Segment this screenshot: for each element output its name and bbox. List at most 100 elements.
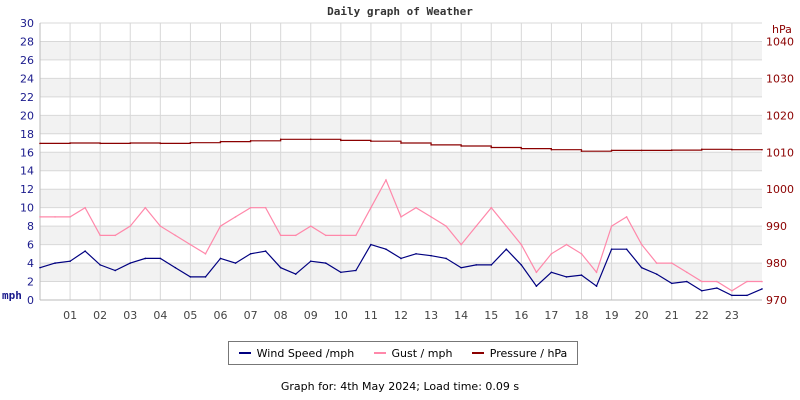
data-point-wind bbox=[580, 274, 583, 276]
data-point-gust bbox=[234, 216, 237, 218]
data-point-wind bbox=[520, 264, 523, 266]
data-point-gust bbox=[716, 280, 718, 283]
data-point-pressure bbox=[249, 140, 252, 142]
x-tick-label: 07 bbox=[244, 309, 258, 322]
chart-title: Daily graph of Weather bbox=[327, 5, 473, 18]
data-point-pressure bbox=[159, 142, 162, 145]
data-point-gust bbox=[114, 234, 117, 237]
data-point-gust bbox=[400, 216, 402, 218]
left-tick-label: 14 bbox=[20, 165, 34, 178]
right-tick-label: 1020 bbox=[766, 109, 794, 122]
data-point-gust bbox=[159, 225, 162, 227]
legend-label-gust: Gust / mph bbox=[391, 346, 453, 360]
data-point-wind bbox=[595, 285, 598, 287]
data-point-gust bbox=[370, 206, 372, 209]
data-point-gust bbox=[731, 289, 733, 292]
data-point-gust bbox=[520, 243, 523, 246]
data-point-pressure bbox=[580, 150, 583, 152]
data-point-wind bbox=[505, 248, 508, 251]
data-point-pressure bbox=[309, 138, 312, 141]
data-point-gust bbox=[189, 243, 192, 246]
data-point-wind bbox=[114, 269, 117, 272]
data-point-pressure bbox=[550, 148, 553, 151]
data-point-wind bbox=[294, 273, 297, 275]
data-point-gust bbox=[54, 216, 56, 218]
data-point-gust bbox=[39, 216, 41, 218]
data-point-pressure bbox=[460, 145, 462, 147]
data-point-pressure bbox=[400, 142, 402, 144]
data-point-gust bbox=[475, 225, 478, 227]
data-point-wind bbox=[54, 262, 56, 264]
data-point-wind bbox=[264, 250, 267, 252]
legend-label-wind: Wind Speed /mph bbox=[256, 346, 355, 360]
data-point-gust bbox=[294, 234, 297, 237]
right-tick-label: 1040 bbox=[766, 35, 794, 48]
data-point-pressure bbox=[69, 142, 71, 144]
data-point-wind bbox=[535, 285, 538, 287]
data-point-pressure bbox=[731, 148, 733, 151]
data-point-wind bbox=[701, 289, 703, 292]
data-point-wind bbox=[415, 253, 417, 255]
footer-text: Graph for: 4th May 2024; Load time: 0.09… bbox=[280, 380, 520, 393]
legend-item-gust: Gust / mph bbox=[373, 346, 453, 360]
legend-swatch-gust bbox=[373, 352, 386, 354]
data-point-gust bbox=[355, 234, 357, 237]
data-point-wind bbox=[355, 269, 357, 272]
data-point-wind bbox=[39, 266, 41, 269]
x-tick-label: 19 bbox=[605, 309, 619, 322]
data-point-gust bbox=[204, 253, 207, 255]
x-tick-label: 15 bbox=[484, 309, 498, 322]
data-point-wind bbox=[716, 287, 718, 289]
left-tick-label: 30 bbox=[20, 17, 34, 30]
data-point-pressure bbox=[39, 142, 41, 145]
left-tick-label: 8 bbox=[27, 220, 34, 233]
data-point-wind bbox=[490, 264, 493, 266]
data-point-wind bbox=[219, 257, 222, 260]
data-point-gust bbox=[129, 225, 132, 227]
data-point-gust bbox=[655, 262, 658, 264]
data-point-gust bbox=[490, 206, 493, 209]
left-tick-label: 20 bbox=[20, 109, 34, 122]
data-point-pressure bbox=[640, 149, 643, 152]
data-point-gust bbox=[415, 206, 417, 209]
data-point-pressure bbox=[430, 144, 432, 146]
legend-item-wind: Wind Speed /mph bbox=[238, 346, 355, 360]
data-point-wind bbox=[189, 276, 192, 278]
data-point-wind bbox=[460, 266, 462, 269]
data-point-wind bbox=[640, 266, 643, 269]
right-tick-label: 990 bbox=[766, 220, 787, 233]
data-point-wind bbox=[746, 294, 748, 297]
data-point-wind bbox=[610, 248, 613, 251]
data-point-gust bbox=[580, 253, 583, 255]
data-point-gust bbox=[565, 243, 568, 246]
data-point-wind bbox=[279, 266, 282, 269]
data-point-pressure bbox=[701, 148, 703, 151]
x-tick-label: 13 bbox=[424, 309, 438, 322]
left-tick-label: 28 bbox=[20, 35, 34, 48]
left-tick-label: 18 bbox=[20, 128, 34, 141]
x-tick-label: 11 bbox=[364, 309, 378, 322]
left-tick-label: 6 bbox=[27, 239, 34, 252]
left-axis-label: mph bbox=[2, 289, 22, 302]
data-point-gust bbox=[550, 253, 553, 255]
left-tick-label: 12 bbox=[20, 183, 34, 196]
data-point-wind bbox=[430, 254, 432, 257]
left-tick-label: 22 bbox=[20, 91, 34, 104]
data-point-wind bbox=[370, 243, 372, 246]
x-tick-label: 18 bbox=[575, 309, 589, 322]
data-point-wind bbox=[340, 271, 342, 274]
left-tick-label: 4 bbox=[27, 257, 34, 270]
data-point-wind bbox=[99, 264, 101, 266]
legend: Wind Speed /mph Gust / mph Pressure / hP… bbox=[228, 341, 578, 365]
data-point-wind bbox=[731, 294, 733, 297]
data-point-wind bbox=[400, 257, 402, 260]
data-point-wind bbox=[204, 276, 207, 278]
x-tick-label: 06 bbox=[214, 309, 228, 322]
x-tick-label: 04 bbox=[153, 309, 167, 322]
data-point-gust bbox=[84, 206, 86, 209]
right-tick-label: 1010 bbox=[766, 146, 794, 159]
data-point-wind bbox=[309, 260, 312, 263]
data-point-gust bbox=[625, 216, 628, 218]
data-point-gust bbox=[309, 225, 312, 227]
